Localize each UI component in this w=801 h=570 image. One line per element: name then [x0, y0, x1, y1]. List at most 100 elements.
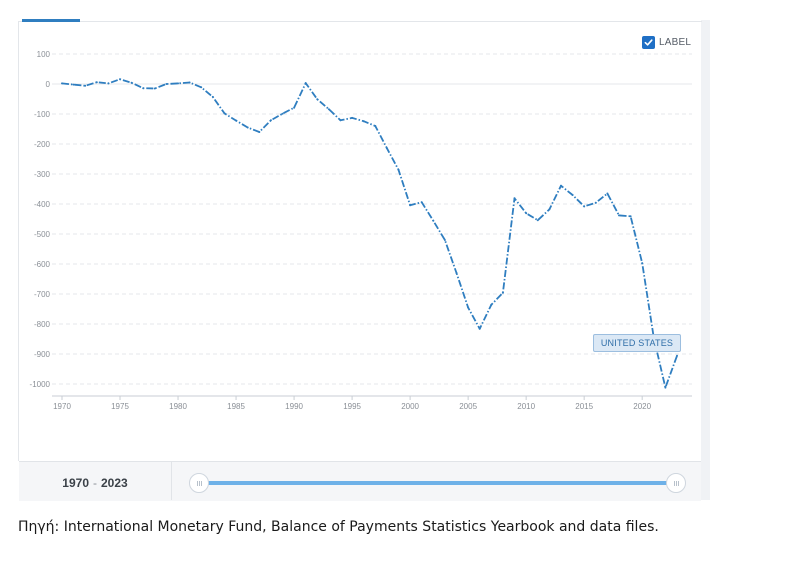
data-point[interactable]: [61, 82, 63, 85]
data-point[interactable]: [513, 197, 516, 200]
x-tick-label: 2020: [633, 402, 651, 411]
data-point[interactable]: [72, 83, 75, 86]
data-point[interactable]: [629, 215, 632, 218]
y-tick-label: -300: [34, 170, 51, 179]
data-point[interactable]: [235, 119, 238, 122]
data-point[interactable]: [177, 82, 179, 85]
checkmark-icon: [644, 38, 653, 46]
panel-edge: [701, 20, 710, 500]
data-point[interactable]: [501, 291, 504, 294]
year-range-label: 1970 - 2023: [19, 470, 171, 496]
y-tick-label: -100: [34, 110, 51, 119]
y-axis: 100 0 -100 -200 -300 -400 -500 -600 -700 -800 -900…: [30, 50, 51, 389]
data-point[interactable]: [142, 87, 145, 90]
data-point[interactable]: [223, 112, 226, 115]
data-point[interactable]: [130, 81, 133, 84]
y-tick-label: 0: [46, 80, 51, 89]
source-note: Πηγή: International Monetary Fund, Balan…: [18, 519, 659, 535]
y-tick-label: -200: [34, 140, 51, 149]
data-point[interactable]: [397, 168, 400, 171]
data-point[interactable]: [455, 272, 458, 274]
data-point[interactable]: [153, 87, 156, 90]
data-point[interactable]: [676, 354, 678, 357]
data-point[interactable]: [304, 82, 307, 85]
range-slider-track[interactable]: [200, 481, 676, 485]
range-start-year: 1970: [62, 476, 89, 490]
data-point[interactable]: [188, 81, 191, 84]
data-point[interactable]: [525, 212, 528, 215]
data-point[interactable]: [351, 116, 354, 119]
data-point[interactable]: [594, 201, 597, 204]
label-toggle-text: LABEL: [659, 36, 692, 48]
grip-icon: [673, 480, 679, 486]
data-point[interactable]: [362, 120, 365, 123]
grip-icon: [196, 480, 202, 486]
data-point[interactable]: [293, 106, 296, 109]
data-point[interactable]: [548, 208, 551, 211]
series-layer: [61, 78, 678, 389]
data-point[interactable]: [211, 95, 214, 98]
data-point[interactable]: [339, 119, 342, 122]
series-line-united-states[interactable]: [61, 78, 678, 389]
y-tick-label: -700: [34, 290, 51, 299]
data-point[interactable]: [385, 147, 388, 150]
range-slider-end-handle[interactable]: [666, 473, 686, 493]
y-tick-label: -500: [34, 230, 51, 239]
range-separator: -: [93, 476, 97, 490]
data-point[interactable]: [606, 192, 609, 195]
y-tick-label: -900: [34, 350, 51, 359]
data-point[interactable]: [467, 306, 470, 309]
data-point[interactable]: [571, 194, 574, 196]
x-tick-label: 1975: [111, 402, 129, 411]
range-end-year: 2023: [101, 476, 128, 490]
x-tick-label: 2010: [517, 402, 535, 411]
data-point[interactable]: [246, 126, 249, 129]
series-label-united-states[interactable]: UNITED STATES: [593, 334, 681, 352]
data-point[interactable]: [281, 112, 284, 115]
x-tick-label: 1970: [53, 402, 71, 411]
data-point[interactable]: [84, 84, 87, 87]
label-checkbox[interactable]: [642, 35, 655, 49]
y-tick-label: 100: [37, 50, 51, 59]
data-point[interactable]: [165, 83, 168, 85]
chart-panel: [18, 0, 710, 500]
range-divider: [171, 461, 172, 500]
y-tick-label: -1000: [30, 380, 51, 389]
data-point[interactable]: [536, 219, 539, 222]
line-chart: 100 0 -100 -200 -300 -400 -500 -600 -700 -800 -900…: [30, 50, 692, 411]
grid-lines: [52, 53, 692, 385]
y-tick-label: -800: [34, 320, 51, 329]
x-tick-label: 2000: [401, 402, 419, 411]
active-tab-indicator[interactable]: [22, 19, 80, 22]
data-point[interactable]: [327, 108, 330, 111]
data-point[interactable]: [490, 303, 493, 306]
x-tick-label: 1985: [227, 402, 245, 411]
data-point[interactable]: [200, 86, 203, 89]
data-point[interactable]: [664, 386, 667, 389]
data-point[interactable]: [443, 239, 446, 241]
data-point[interactable]: [618, 214, 620, 217]
x-tick-label: 1990: [285, 402, 303, 411]
data-point[interactable]: [269, 119, 272, 122]
data-point[interactable]: [258, 131, 261, 133]
data-point[interactable]: [560, 184, 562, 187]
label-toggle[interactable]: LABEL: [642, 35, 691, 49]
data-point[interactable]: [119, 78, 121, 81]
y-tick-label: -600: [34, 260, 51, 269]
panel-left-border: [18, 21, 19, 461]
data-point[interactable]: [409, 204, 412, 207]
x-tick-label: 2005: [459, 402, 477, 411]
data-point[interactable]: [374, 125, 377, 127]
x-tick-label: 1980: [169, 402, 187, 411]
data-point[interactable]: [583, 205, 586, 208]
data-point[interactable]: [432, 219, 435, 222]
data-point[interactable]: [641, 262, 644, 265]
x-tick-label: 2015: [575, 402, 593, 411]
data-point[interactable]: [420, 201, 423, 204]
data-point[interactable]: [316, 98, 319, 101]
data-point[interactable]: [478, 327, 481, 330]
panel-top-border: [18, 21, 702, 22]
data-point[interactable]: [107, 82, 110, 85]
data-point[interactable]: [95, 81, 98, 84]
range-slider-start-handle[interactable]: [189, 473, 209, 493]
